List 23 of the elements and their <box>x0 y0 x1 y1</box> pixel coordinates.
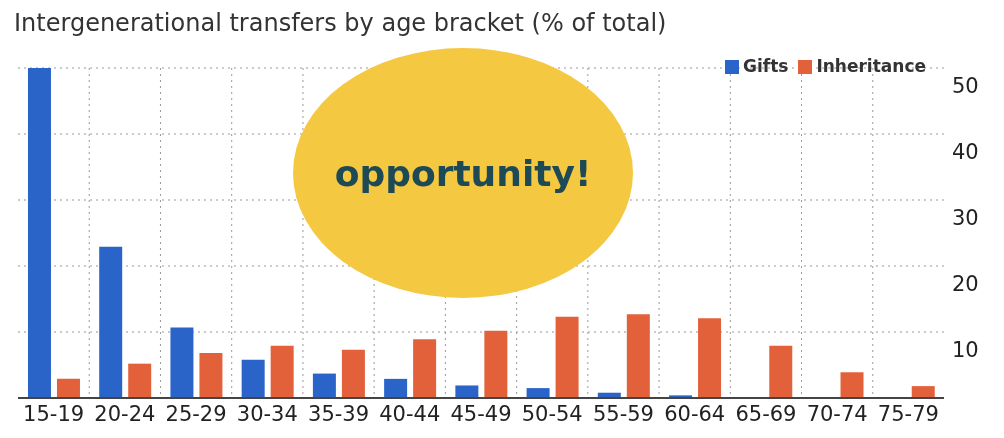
y-tick-label: 40 <box>952 140 979 165</box>
y-tick-label: 20 <box>952 272 979 297</box>
x-tick-label: 20-24 <box>94 401 156 426</box>
x-tick-label: 30-34 <box>236 401 298 426</box>
x-tick-label: 40-44 <box>379 401 441 426</box>
x-tick-label: 15-19 <box>23 401 85 426</box>
legend-label: Gifts <box>742 56 789 76</box>
x-tick-label: 35-39 <box>308 401 370 426</box>
x-tick-label: 65-69 <box>735 401 797 426</box>
x-tick-label: 50-54 <box>521 401 583 426</box>
legend-label: Inheritance <box>816 56 926 76</box>
x-tick-label: 45-49 <box>450 401 512 426</box>
annotation: opportunity! <box>334 152 592 194</box>
x-tick-label: 75-79 <box>877 401 939 426</box>
chart-title: Intergenerational transfers by age bracket (% of total) <box>14 8 668 38</box>
x-tick-label: 25-29 <box>165 401 227 426</box>
y-tick-label: 50 <box>952 74 979 99</box>
y-tick-label: 10 <box>952 338 979 363</box>
y-tick-label: 30 <box>952 206 979 231</box>
x-tick-label: 60-64 <box>664 401 726 426</box>
x-tick-label: 55-59 <box>592 401 654 426</box>
x-tick-label: 70-74 <box>806 401 868 426</box>
circle-badge: opportunity! <box>293 48 633 298</box>
